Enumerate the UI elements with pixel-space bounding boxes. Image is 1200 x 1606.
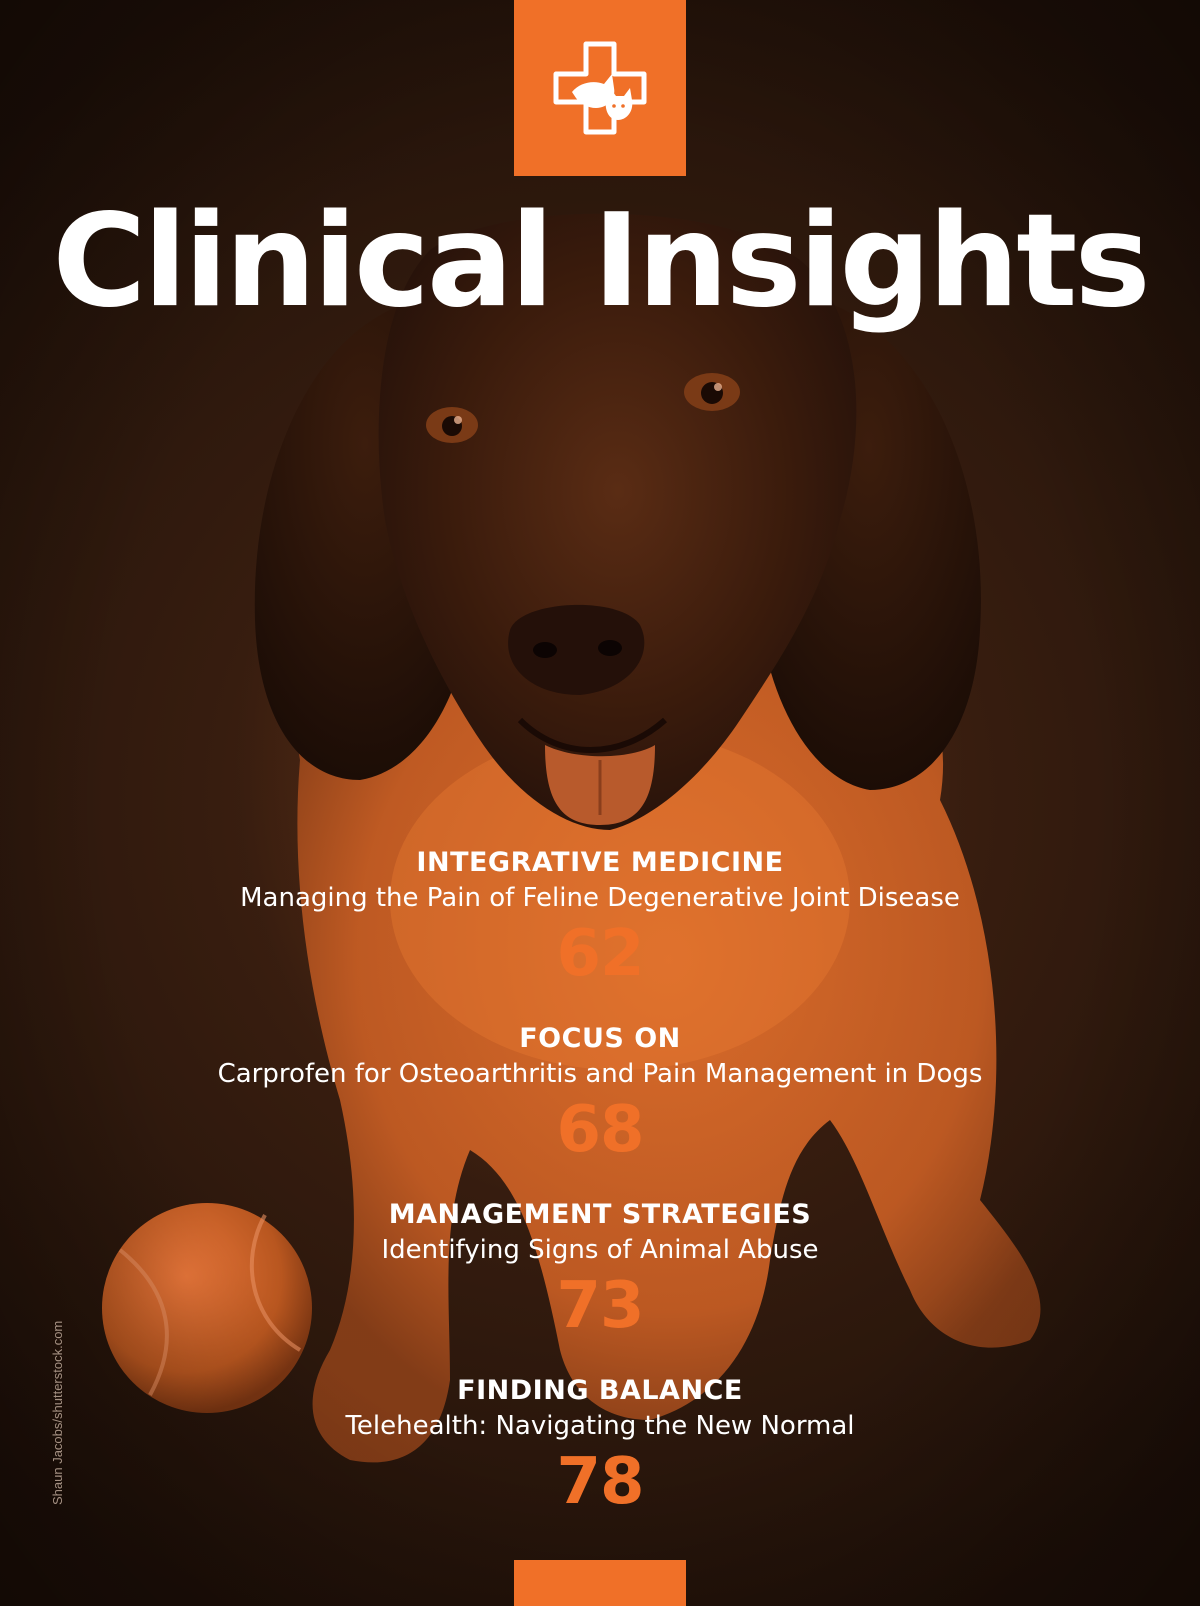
toc-entry-finding-balance[interactable]: FINDING BALANCE Telehealth: Navigating t… <box>0 1374 1200 1550</box>
section-label: FOCUS ON <box>519 1023 681 1054</box>
article-title: Carprofen for Osteoarthritis and Pain Ma… <box>217 1059 983 1089</box>
photo-credit: Shaun Jacobs/shutterstock.com <box>50 1320 65 1505</box>
article-title: Telehealth: Navigating the New Normal <box>345 1411 855 1441</box>
section-label: INTEGRATIVE MEDICINE <box>416 847 784 878</box>
veterinary-cross-dog-cat-icon <box>553 41 647 135</box>
page-number: 62 <box>556 917 644 991</box>
toc-entry-focus-on[interactable]: FOCUS ON Carprofen for Osteoarthritis an… <box>0 1022 1200 1198</box>
page-number: 68 <box>556 1093 644 1167</box>
page-number: 73 <box>556 1269 644 1343</box>
section-label: FINDING BALANCE <box>457 1375 743 1406</box>
toc-entry-management-strategies[interactable]: MANAGEMENT STRATEGIES Identifying Signs … <box>0 1198 1200 1374</box>
article-title: Identifying Signs of Animal Abuse <box>381 1235 819 1265</box>
section-label: MANAGEMENT STRATEGIES <box>388 1199 812 1230</box>
table-of-contents: INTEGRATIVE MEDICINE Managing the Pain o… <box>0 846 1200 1550</box>
page-number: 78 <box>556 1445 644 1519</box>
toc-entry-integrative-medicine[interactable]: INTEGRATIVE MEDICINE Managing the Pain o… <box>0 846 1200 1022</box>
article-title: Managing the Pain of Feline Degenerative… <box>240 883 960 913</box>
bottom-accent-bar <box>514 1560 686 1606</box>
cover-title: Clinical Insights <box>52 187 1150 336</box>
logo-box <box>514 0 686 176</box>
